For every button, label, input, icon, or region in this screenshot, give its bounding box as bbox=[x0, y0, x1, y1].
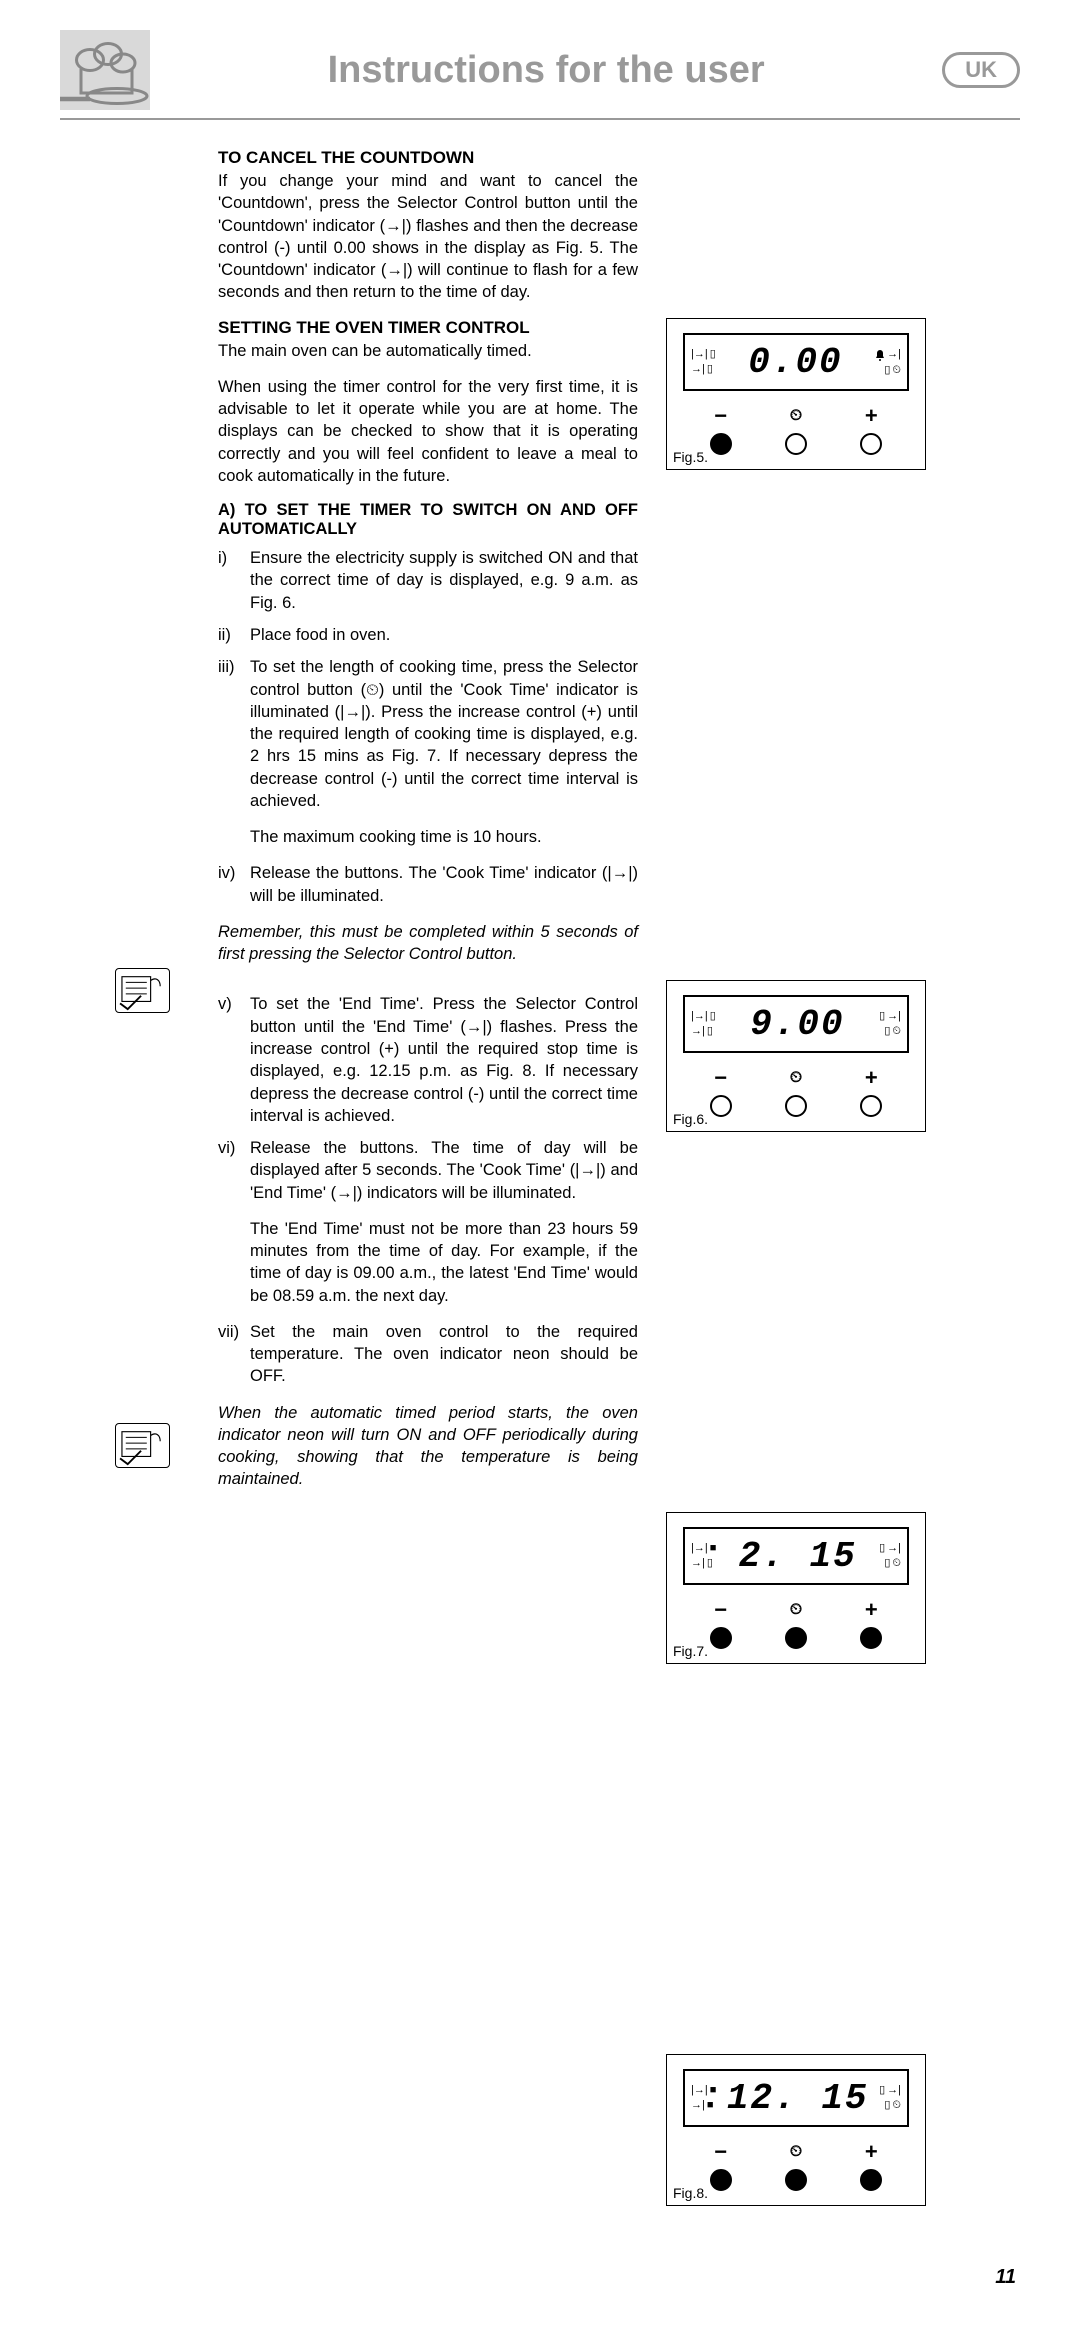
step-num: i) bbox=[218, 547, 250, 614]
plus-button bbox=[860, 1095, 882, 1117]
step-list: v)To set the 'End Time'. Press the Selec… bbox=[218, 993, 638, 1203]
figures-column: |→|▯ →|▯ 0.00 →| ▯⏲ − ⏲ + Fig.5. |→|▯ →|… bbox=[666, 148, 1020, 2206]
lcd-display: |→|▯ →|▯ 0.00 →| ▯⏲ bbox=[683, 333, 909, 391]
page-header: Instructions for the user UK bbox=[60, 30, 1020, 110]
plus-label: + bbox=[865, 403, 878, 429]
selector-button bbox=[785, 433, 807, 455]
button-labels: − ⏲ + bbox=[683, 1597, 909, 1623]
step-num: iv) bbox=[218, 862, 250, 907]
lcd-left-indicators: |→|▯ →|▯ bbox=[691, 1011, 716, 1037]
lcd-display: |→|■ →|■ 12. 15 ▯→| ▯⏲ bbox=[683, 2069, 909, 2127]
plus-label: + bbox=[865, 1597, 878, 1623]
step-text: Release the buttons. The 'Cook Time' ind… bbox=[250, 862, 638, 907]
button-labels: − ⏲ + bbox=[683, 403, 909, 429]
auto-note: When the automatic timed period starts, … bbox=[218, 1402, 638, 1491]
lcd-left-indicators: |→|▯ →|▯ bbox=[691, 349, 716, 375]
oven-display-figure: |→|▯ →|▯ 0.00 →| ▯⏲ − ⏲ + Fig.5. bbox=[666, 318, 926, 470]
plus-label: + bbox=[865, 2139, 878, 2165]
step-text: Set the main oven control to the require… bbox=[250, 1321, 638, 1388]
minus-button bbox=[710, 433, 732, 455]
step-text: To set the 'End Time'. Press the Selecto… bbox=[250, 993, 638, 1127]
minus-button bbox=[710, 2169, 732, 2191]
body-text: If you change your mind and want to canc… bbox=[218, 170, 638, 304]
selector-label: ⏲ bbox=[790, 1601, 802, 1619]
selector-label: ⏲ bbox=[790, 2143, 802, 2161]
minus-label: − bbox=[714, 403, 727, 429]
body-text: The main oven can be automatically timed… bbox=[218, 340, 638, 362]
step-text: Place food in oven. bbox=[250, 624, 638, 646]
step-text: Ensure the electricity supply is switche… bbox=[250, 547, 638, 614]
lcd-value: 12. 15 bbox=[727, 2078, 869, 2119]
step-text: To set the length of cooking time, press… bbox=[250, 656, 638, 812]
lcd-left-indicators: |→|■ →|■ bbox=[691, 2085, 716, 2111]
minus-label: − bbox=[714, 1597, 727, 1623]
figure-caption: Fig.5. bbox=[673, 449, 708, 465]
step-num: vii) bbox=[218, 1321, 250, 1388]
body-text: The 'End Time' must not be more than 23 … bbox=[250, 1218, 638, 1307]
button-labels: − ⏲ + bbox=[683, 1065, 909, 1091]
minus-label: − bbox=[714, 1065, 727, 1091]
button-row bbox=[683, 1627, 909, 1649]
step-num: vi) bbox=[218, 1137, 250, 1204]
section-heading-setting: SETTING THE OVEN TIMER CONTROL bbox=[218, 318, 638, 338]
lcd-display: |→|▯ →|▯ 9.00 ▯→| ▯⏲ bbox=[683, 995, 909, 1053]
selector-button bbox=[785, 2169, 807, 2191]
step-list: vii)Set the main oven control to the req… bbox=[218, 1321, 638, 1388]
oven-display-figure: |→|■ →|■ 12. 15 ▯→| ▯⏲ − ⏲ + Fig.8. bbox=[666, 2054, 926, 2206]
button-row bbox=[683, 1095, 909, 1117]
section-heading-cancel: TO CANCEL THE COUNTDOWN bbox=[218, 148, 638, 168]
minus-button bbox=[710, 1627, 732, 1649]
lcd-value: 0.00 bbox=[748, 342, 842, 383]
plus-button bbox=[860, 433, 882, 455]
plus-button bbox=[860, 2169, 882, 2191]
region-badge: UK bbox=[942, 52, 1020, 88]
lcd-value: 9.00 bbox=[750, 1004, 844, 1045]
button-labels: − ⏲ + bbox=[683, 2139, 909, 2165]
section-heading-auto: A) TO SET THE TIMER TO SWITCH ON AND OFF… bbox=[218, 501, 638, 539]
selector-label: ⏲ bbox=[790, 1069, 802, 1087]
plus-label: + bbox=[865, 1065, 878, 1091]
oven-display-figure: |→|▯ →|▯ 9.00 ▯→| ▯⏲ − ⏲ + Fig.6. bbox=[666, 980, 926, 1132]
button-row bbox=[683, 2169, 909, 2191]
figure-caption: Fig.7. bbox=[673, 1643, 708, 1659]
lcd-left-indicators: |→|■ →|▯ bbox=[691, 1543, 716, 1569]
button-row bbox=[683, 433, 909, 455]
remember-note: Remember, this must be completed within … bbox=[218, 921, 638, 966]
lcd-right-indicators: →| ▯⏲ bbox=[875, 349, 901, 376]
selector-label: ⏲ bbox=[790, 407, 802, 425]
lcd-display: |→|■ →|▯ 2. 15 ▯→| ▯⏲ bbox=[683, 1527, 909, 1585]
plus-button bbox=[860, 1627, 882, 1649]
lcd-right-indicators: ▯→| ▯⏲ bbox=[879, 2085, 901, 2111]
page-title: Instructions for the user bbox=[150, 49, 942, 92]
figure-caption: Fig.6. bbox=[673, 1111, 708, 1127]
body-text: When using the timer control for the ver… bbox=[218, 376, 638, 487]
step-num: iii) bbox=[218, 656, 250, 812]
chef-hat-icon bbox=[60, 30, 150, 110]
step-num: ii) bbox=[218, 624, 250, 646]
step-text: Release the buttons. The time of day wil… bbox=[250, 1137, 638, 1204]
note-icon bbox=[115, 968, 170, 1013]
lcd-value: 2. 15 bbox=[739, 1536, 857, 1577]
body-text: The maximum cooking time is 10 hours. bbox=[250, 826, 638, 848]
selector-button bbox=[785, 1095, 807, 1117]
header-rule bbox=[60, 118, 1020, 120]
selector-button bbox=[785, 1627, 807, 1649]
step-list: iv)Release the buttons. The 'Cook Time' … bbox=[218, 862, 638, 907]
minus-label: − bbox=[714, 2139, 727, 2165]
step-num: v) bbox=[218, 993, 250, 1127]
note-icon bbox=[115, 1423, 170, 1468]
figure-caption: Fig.8. bbox=[673, 2185, 708, 2201]
lcd-right-indicators: ▯→| ▯⏲ bbox=[879, 1543, 901, 1569]
step-list: i)Ensure the electricity supply is switc… bbox=[218, 547, 638, 812]
oven-display-figure: |→|■ →|▯ 2. 15 ▯→| ▯⏲ − ⏲ + Fig.7. bbox=[666, 1512, 926, 1664]
page-number: 11 bbox=[60, 2266, 1020, 2289]
lcd-right-indicators: ▯→| ▯⏲ bbox=[879, 1011, 901, 1037]
minus-button bbox=[710, 1095, 732, 1117]
